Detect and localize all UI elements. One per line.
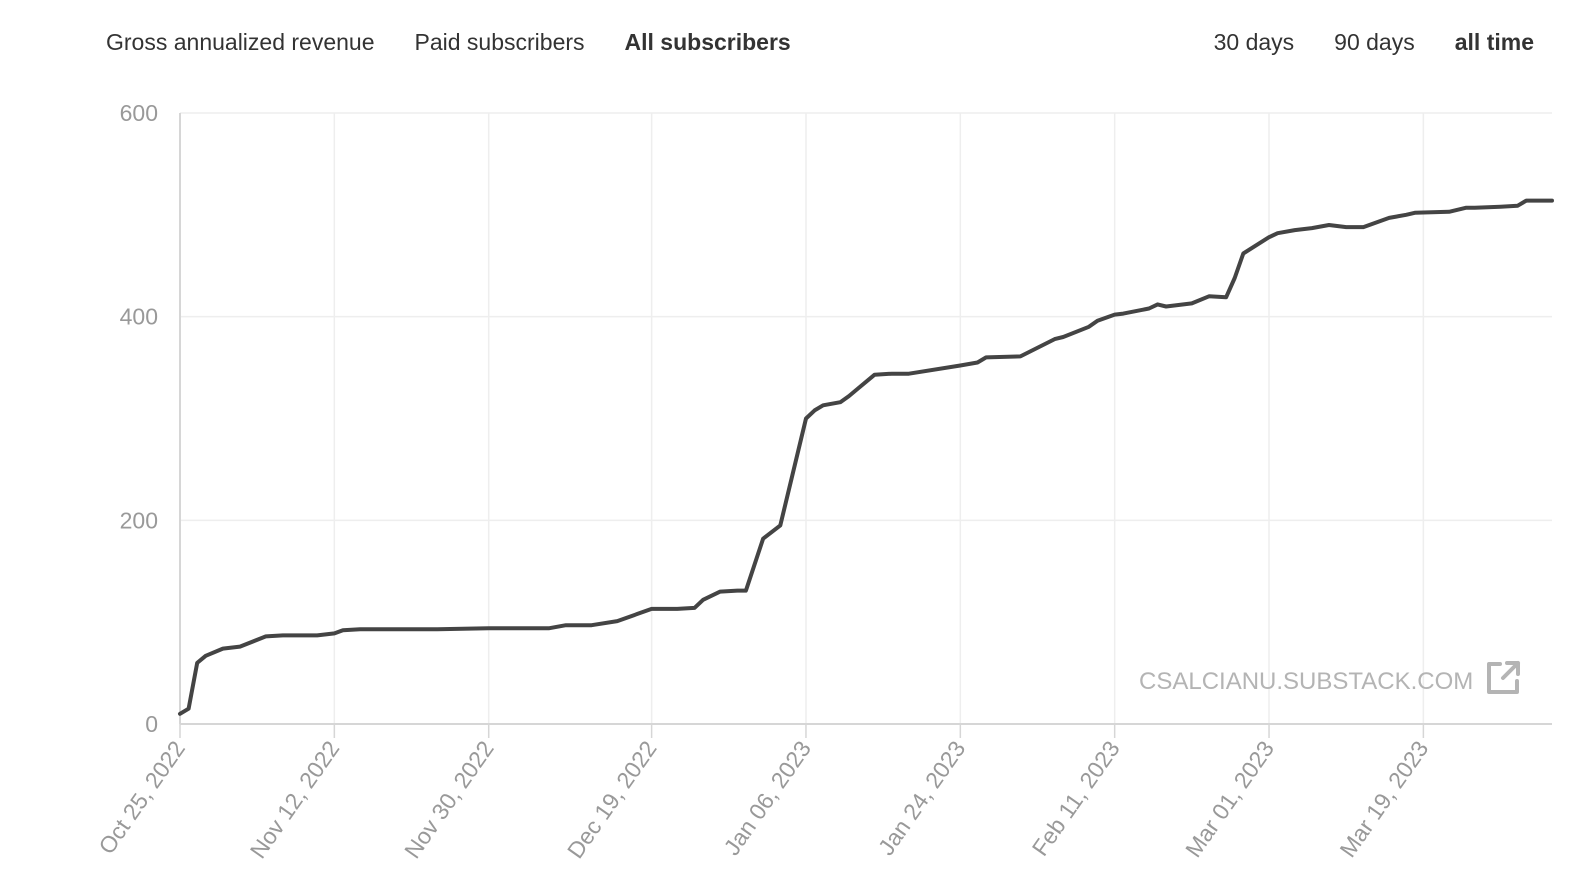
x-tick-label: Dec 19, 2022 bbox=[562, 736, 662, 863]
external-link-icon bbox=[1483, 658, 1523, 705]
x-tick-label: Jan 24, 2023 bbox=[873, 736, 971, 860]
x-tick-label: Nov 30, 2022 bbox=[399, 736, 499, 863]
y-tick-label: 400 bbox=[120, 304, 158, 330]
x-tick-label: Mar 01, 2023 bbox=[1180, 736, 1279, 862]
publication-url: CSALCIANU.SUBSTACK.COM bbox=[1139, 667, 1474, 695]
axis-layer: 0 200 400 600 Oct 25, 2022 Nov 12, 2022 Nov 30… bbox=[93, 100, 1552, 863]
metric-tabs: Gross annualized revenue Paid subscriber… bbox=[106, 26, 791, 58]
tab-all-time[interactable]: all time bbox=[1454, 28, 1534, 55]
grid-layer bbox=[180, 112, 1552, 724]
x-tick-label: Nov 12, 2022 bbox=[245, 736, 345, 863]
tab-30-days[interactable]: 30 days bbox=[1213, 28, 1295, 55]
publication-link[interactable]: CSALCIANU.SUBSTACK.COM bbox=[1139, 658, 1523, 705]
tab-all-subscribers[interactable]: All subscribers bbox=[624, 28, 791, 55]
x-tick-label: Mar 19, 2023 bbox=[1334, 736, 1433, 862]
x-tick-label: Feb 11, 2023 bbox=[1027, 736, 1125, 861]
y-tick-label: 0 bbox=[145, 711, 158, 737]
line-layer bbox=[178, 198, 1554, 716]
y-tick-label: 200 bbox=[120, 507, 158, 533]
y-tick-label: 600 bbox=[120, 100, 158, 126]
tab-90-days[interactable]: 90 days bbox=[1334, 28, 1415, 55]
x-tick-label: Jan 06, 2023 bbox=[718, 736, 816, 860]
tab-gross-annualized-revenue[interactable]: Gross annualized revenue bbox=[106, 28, 375, 55]
range-tabs: 30 days 90 days all time bbox=[1214, 26, 1534, 58]
all-subscribers-line bbox=[178, 198, 1554, 716]
tab-paid-subscribers[interactable]: Paid subscribers bbox=[414, 28, 585, 55]
x-tick-label: Oct 25, 2022 bbox=[93, 736, 190, 859]
